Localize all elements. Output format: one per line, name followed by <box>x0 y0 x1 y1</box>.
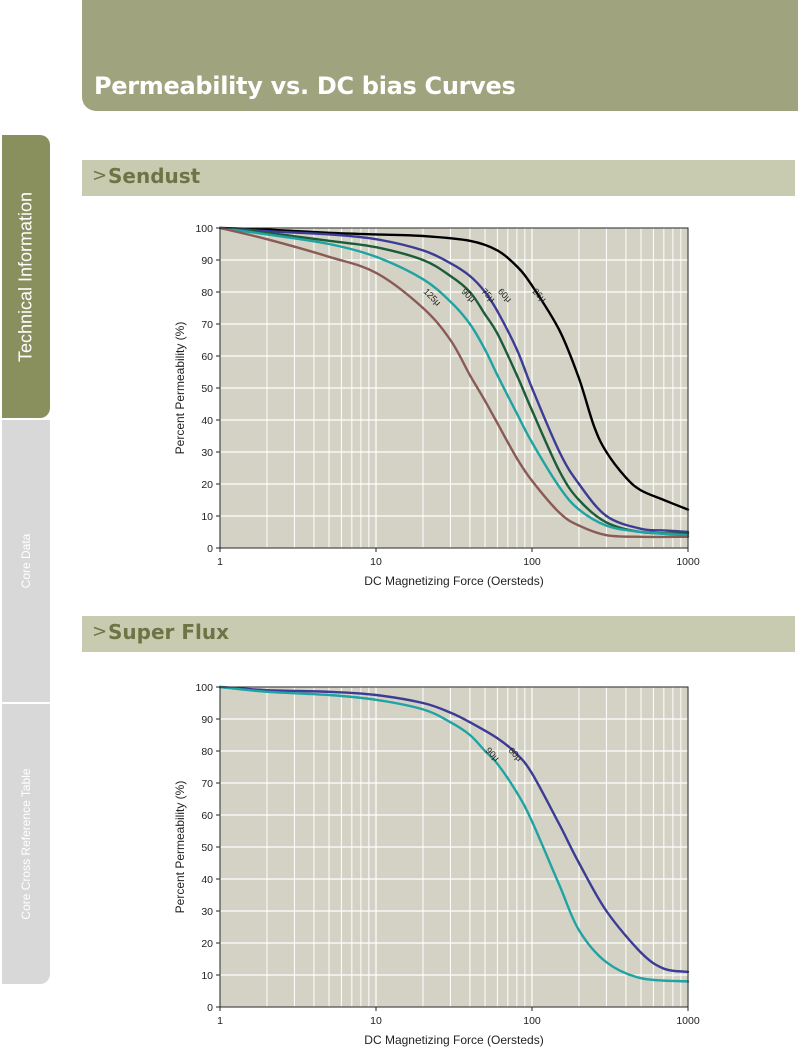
section-title: Super Flux <box>108 620 230 644</box>
y-tick-label: 70 <box>201 778 213 790</box>
y-tick-label: 50 <box>201 842 213 854</box>
y-axis-label: Percent Permeability (%) <box>173 781 187 914</box>
y-tick-label: 40 <box>201 415 213 427</box>
page-header: Permeability vs. DC bias Curves <box>82 0 798 111</box>
y-tick-label: 60 <box>201 810 213 822</box>
y-tick-label: 20 <box>201 938 213 950</box>
x-tick-label: 1 <box>217 556 223 568</box>
series-line <box>218 226 690 535</box>
y-tick-label: 40 <box>201 874 213 886</box>
y-tick-label: 80 <box>201 287 213 299</box>
x-tick-label: 10 <box>370 1015 382 1027</box>
x-tick-label: 100 <box>523 1015 541 1027</box>
sidebar-tab-label: Technical Information <box>15 191 36 362</box>
x-axis-label: DC Magnetizing Force (Oersteds) <box>364 574 543 588</box>
y-tick-label: 90 <box>201 255 213 267</box>
section-header-sendust: > Sendust <box>82 160 795 196</box>
series-line <box>218 685 690 983</box>
y-tick-label: 90 <box>201 714 213 726</box>
sidebar-tab-label: Core Data <box>19 533 33 589</box>
series-line <box>218 226 690 534</box>
x-tick-label: 100 <box>523 556 541 568</box>
y-tick-label: 0 <box>207 543 213 555</box>
sidebar-tab-label: Core Cross Reference Table <box>19 768 33 920</box>
x-axis-label: DC Magnetizing Force (Oersteds) <box>364 1033 543 1047</box>
page-title: Permeability vs. DC bias Curves <box>94 72 516 100</box>
y-tick-label: 30 <box>201 447 213 459</box>
sidebar-tab-technical-information[interactable]: Technical Information <box>2 135 50 418</box>
y-tick-label: 60 <box>201 351 213 363</box>
y-axis-label: Percent Permeability (%) <box>173 322 187 455</box>
series-line <box>218 226 690 537</box>
y-tick-label: 20 <box>201 479 213 491</box>
chevron-right-icon: > <box>92 621 108 642</box>
section-header-super-flux: > Super Flux <box>82 616 795 652</box>
grid <box>219 227 689 549</box>
y-tick-label: 10 <box>201 511 213 523</box>
y-tick-label: 70 <box>201 319 213 331</box>
y-tick-label: 10 <box>201 970 213 982</box>
series-line <box>218 685 690 973</box>
y-tick-label: 0 <box>207 1002 213 1014</box>
section-title: Sendust <box>108 164 201 188</box>
x-tick-label: 10 <box>370 556 382 568</box>
y-tick-label: 100 <box>195 682 213 694</box>
chevron-right-icon: > <box>92 165 108 186</box>
sidebar-tab-core-data[interactable]: Core Data <box>2 420 50 702</box>
y-tick-label: 100 <box>195 223 213 235</box>
y-tick-label: 30 <box>201 906 213 918</box>
series-line <box>218 226 690 511</box>
y-tick-label: 50 <box>201 383 213 395</box>
x-tick-label: 1000 <box>676 556 700 568</box>
sidebar-tab-core-cross-reference[interactable]: Core Cross Reference Table <box>2 704 50 984</box>
x-tick-label: 1 <box>217 1015 223 1027</box>
x-tick-label: 1000 <box>676 1015 700 1027</box>
series-line <box>218 226 690 539</box>
y-tick-label: 80 <box>201 746 213 758</box>
